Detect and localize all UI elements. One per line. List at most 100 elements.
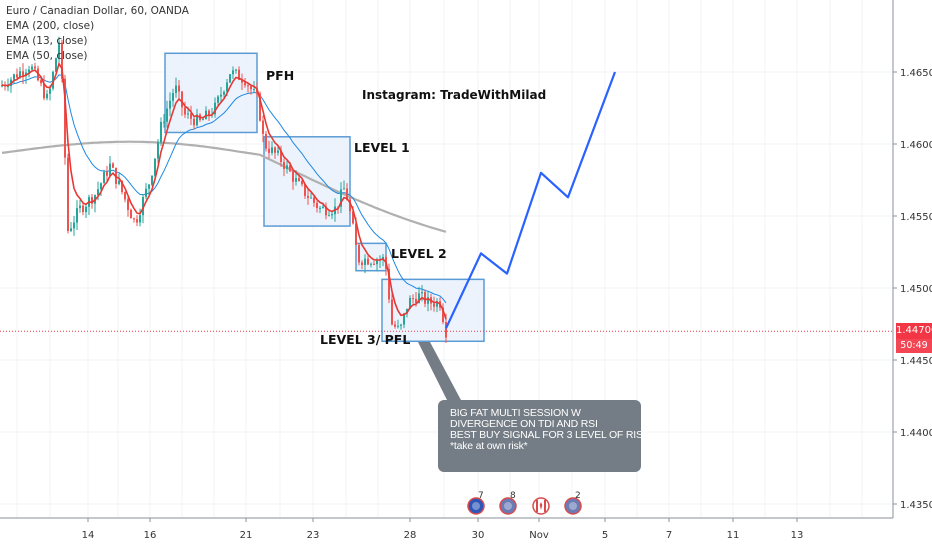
candle-body xyxy=(49,88,51,94)
price-tick-label: 1.46000 xyxy=(900,140,932,151)
candle-body xyxy=(295,178,297,182)
candle-body xyxy=(406,308,408,314)
candle-body xyxy=(175,85,177,94)
candle-body xyxy=(433,303,435,307)
time-axis: 14 16 21 23 28 30 Nov 5 7 11 13 xyxy=(0,517,893,541)
candle-body xyxy=(61,42,63,79)
analysis-note[interactable]: BIG FAT MULTI SESSION W DIVERGENCE ON TD… xyxy=(438,400,650,472)
candle-body xyxy=(34,66,36,69)
ca-flag-icon[interactable] xyxy=(531,496,551,516)
candle-body xyxy=(16,74,18,78)
candle-body xyxy=(46,93,48,99)
price-tick-label: 1.44000 xyxy=(900,428,932,439)
ema-13-line xyxy=(1,61,447,320)
candle-body xyxy=(55,58,57,72)
candle-body xyxy=(160,121,162,143)
candle-body xyxy=(409,298,411,309)
price-axis: 1.46500 1.46000 1.45500 1.45000 1.44500 1.440… xyxy=(892,0,932,518)
candle-body xyxy=(316,202,318,209)
bar-countdown-tag: 50:49 xyxy=(896,339,932,354)
candle-body xyxy=(397,325,399,327)
candle-body xyxy=(226,82,228,92)
candle-body xyxy=(136,219,138,223)
candle-body xyxy=(238,69,240,80)
candle-body xyxy=(82,205,84,213)
level-zones xyxy=(164,52,485,343)
legend-symbol[interactable]: Euro / Canadian Dollar, 60, OANDA xyxy=(6,5,189,17)
ema-13-path xyxy=(1,61,447,320)
candle-body xyxy=(253,89,255,91)
candle-body xyxy=(391,299,393,325)
ema-200-line xyxy=(1,140,447,233)
chart-legend: Euro / Canadian Dollar, 60, OANDA EMA (2… xyxy=(6,4,189,64)
candle-body xyxy=(355,223,357,245)
event-count: 7 xyxy=(478,491,484,501)
legend-ema-200[interactable]: EMA (200, close) xyxy=(6,20,95,32)
candle-body xyxy=(13,74,15,80)
candle-body xyxy=(127,199,129,210)
candle-body xyxy=(190,113,192,119)
candle-body xyxy=(289,165,291,172)
candle-body xyxy=(139,215,141,223)
note-line-2: DIVERGENCE ON TDI AND RSI xyxy=(450,418,598,430)
globe-icon[interactable]: 2 xyxy=(563,491,583,516)
candle-body xyxy=(322,206,324,208)
candle-body xyxy=(43,83,45,99)
level-3-label: LEVEL 3/ PFL xyxy=(320,332,411,347)
candle-body xyxy=(319,207,321,209)
candle-body xyxy=(310,197,312,199)
candle-body xyxy=(220,94,222,97)
candle-body xyxy=(178,85,180,92)
time-tick-label: 13 xyxy=(791,530,804,541)
eu-flag-icon[interactable]: 7 xyxy=(466,491,486,516)
candle-body xyxy=(112,163,114,168)
candle-body xyxy=(91,197,93,204)
candle-body xyxy=(247,85,249,87)
level-2-label: LEVEL 2 xyxy=(391,246,447,261)
time-tick-label: 28 xyxy=(404,530,417,541)
instagram-label: Instagram: TradeWithMilad xyxy=(362,88,547,102)
legend-ema-50[interactable]: EMA (50, close) xyxy=(6,50,88,62)
candle-body xyxy=(229,74,231,83)
candle-body xyxy=(346,188,348,200)
candle-body xyxy=(19,71,21,78)
candle-body xyxy=(202,119,204,121)
note-line-3: BEST BUY SIGNAL FOR 3 LEVEL OF RISE xyxy=(450,429,650,441)
candle-body xyxy=(235,69,237,71)
price-tick-label: 1.45000 xyxy=(900,284,932,295)
candle-body xyxy=(358,244,360,263)
candle-body xyxy=(268,148,270,153)
candle-body xyxy=(286,165,288,170)
candle-body xyxy=(58,42,60,59)
globe-icon[interactable]: 8 xyxy=(498,491,518,516)
candle-body xyxy=(151,175,153,185)
callout-arrow xyxy=(418,342,462,402)
candle-body xyxy=(361,262,363,265)
candle-body xyxy=(349,199,351,212)
legend-ema-13[interactable]: EMA (13, close) xyxy=(6,35,88,47)
candle-body xyxy=(307,195,309,198)
candle-body xyxy=(277,150,279,153)
price-tick-label: 1.43500 xyxy=(900,500,932,511)
projection-line xyxy=(445,71,617,329)
candle-body xyxy=(418,293,420,303)
event-count: 2 xyxy=(575,491,581,501)
candle-body xyxy=(370,263,372,265)
candle-body xyxy=(85,206,87,213)
candle-body xyxy=(292,171,294,182)
candle-body xyxy=(142,197,144,216)
candle-body xyxy=(259,93,261,121)
candle-body xyxy=(22,71,24,76)
time-tick-label: 21 xyxy=(240,530,253,541)
candle-body xyxy=(169,100,171,109)
candle-body xyxy=(121,180,123,193)
candle-body xyxy=(7,86,9,88)
candle-body xyxy=(130,209,132,219)
candle-body xyxy=(400,324,402,326)
ema-50-line xyxy=(1,74,447,304)
candle-body xyxy=(388,268,390,300)
candle-body xyxy=(367,258,369,265)
candle-body xyxy=(241,79,243,83)
candle-body xyxy=(262,120,264,134)
candle-body xyxy=(106,171,108,176)
